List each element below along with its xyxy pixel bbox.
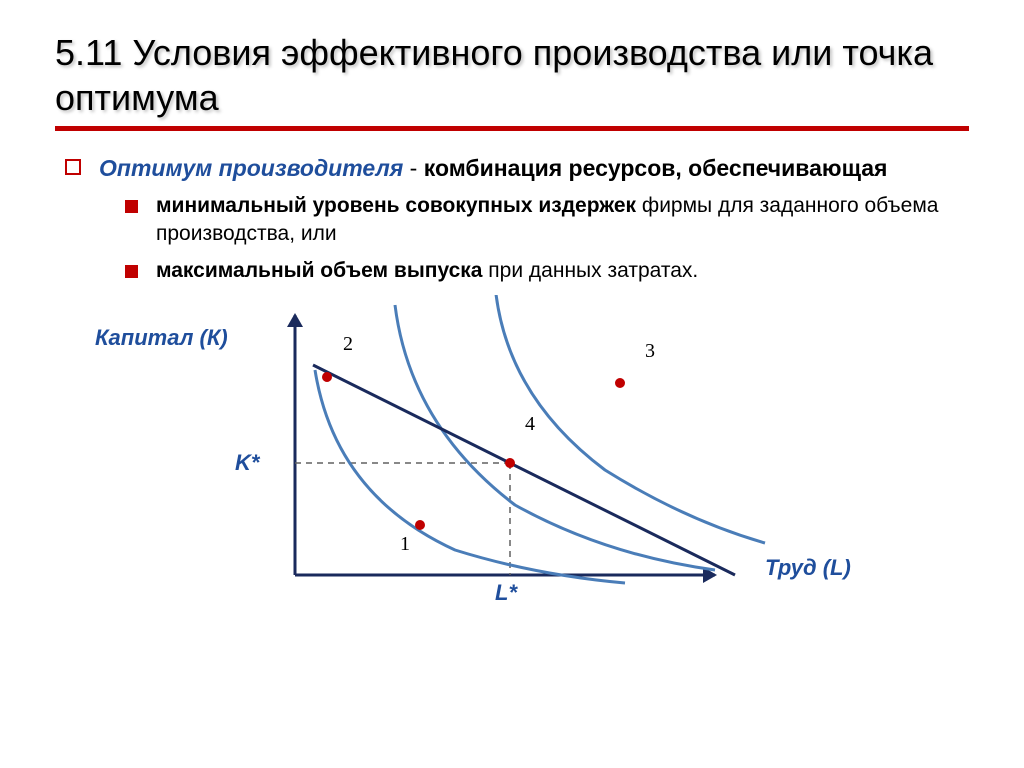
svg-text:1: 1: [400, 533, 410, 555]
filled-bullet-icon: [125, 200, 138, 213]
svg-text:4: 4: [525, 413, 535, 435]
bullet-level2-b: максимальный объем выпуска при данных за…: [125, 257, 969, 285]
slide-title: 5.11 Условия эффективного производства и…: [55, 30, 969, 120]
svg-text:3: 3: [645, 340, 655, 362]
dash: -: [403, 155, 423, 181]
bullet-level2-a: минимальный уровень совокупных издержек …: [125, 192, 969, 249]
isoquant-chart: Капитал (К) Труд (L) K* L* 2134: [65, 295, 965, 625]
filled-bullet-icon: [125, 265, 138, 278]
bullet2b-bold: максимальный объем выпуска: [156, 259, 482, 282]
bullet2b-rest: при данных затратах.: [482, 259, 698, 282]
bullet1-text: Оптимум производителя - комбинация ресур…: [99, 153, 887, 184]
title-rule: [55, 126, 969, 131]
bullet-level1: Оптимум производителя - комбинация ресур…: [65, 153, 969, 184]
bullet2a-text: минимальный уровень совокупных издержек …: [156, 192, 969, 249]
bullet2a-bold: минимальный уровень совокупных издержек: [156, 194, 636, 217]
chart-svg: 2 1 3 4: [65, 295, 965, 625]
svg-text:2: 2: [343, 333, 353, 355]
slide-content: Оптимум производителя - комбинация ресур…: [55, 153, 969, 625]
bullet1-rest: комбинация ресурсов, обеспечивающая: [424, 155, 888, 181]
term-text: Оптимум производителя: [99, 155, 403, 181]
bullet2b-text: максимальный объем выпуска при данных за…: [156, 257, 698, 285]
square-bullet-icon: [65, 159, 81, 175]
